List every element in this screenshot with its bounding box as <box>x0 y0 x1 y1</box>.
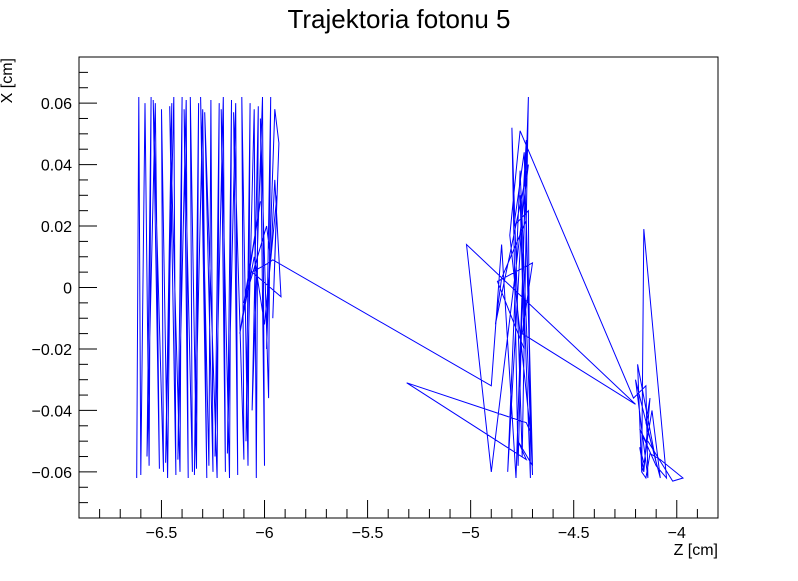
trajectory-line <box>136 96 685 482</box>
x-tick-label: −6.5 <box>146 525 178 542</box>
y-tick-label: 0 <box>63 281 72 298</box>
x-tick-label: −5.5 <box>352 525 384 542</box>
y-tick-label: 0.02 <box>41 219 72 236</box>
x-axis-label: Z [cm] <box>674 542 718 559</box>
y-axis-label: X [cm] <box>0 58 16 103</box>
x-tick-label: −4 <box>668 525 686 542</box>
x-tick-label: −6 <box>255 525 273 542</box>
axis-layer: −6.5 −6 −5.5 −5 −4.5 −4 −0.06 −0.04 −0.02 0 0.02 0.… <box>32 56 719 542</box>
y-tick-label: 0.04 <box>41 158 72 175</box>
y-tick-label: −0.04 <box>32 403 73 420</box>
y-tick-label: −0.06 <box>32 465 73 482</box>
plot-layer <box>136 96 685 482</box>
x-tick-label: −5 <box>462 525 480 542</box>
y-tick-label: −0.02 <box>32 342 73 359</box>
x-tick-label: −4.5 <box>558 525 590 542</box>
chart-title: Trajektoria fotonu 5 <box>287 4 510 34</box>
y-tick-label: 0.06 <box>41 96 72 113</box>
